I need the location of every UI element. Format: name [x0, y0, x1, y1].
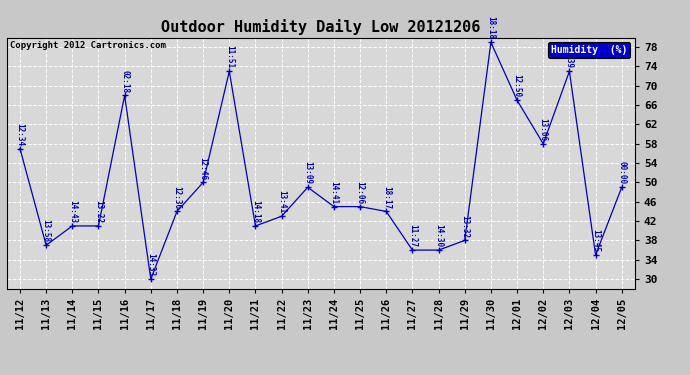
Text: 11:27: 11:27 — [408, 224, 417, 248]
Text: 13:06: 13:06 — [539, 118, 548, 141]
Text: 00:00: 00:00 — [618, 161, 627, 184]
Text: 12:46: 12:46 — [199, 156, 208, 180]
Text: 13:22: 13:22 — [94, 200, 103, 223]
Text: 12:34: 12:34 — [15, 123, 24, 146]
Text: 13:32: 13:32 — [460, 214, 469, 238]
Text: 02:18: 02:18 — [120, 70, 129, 93]
Text: 13:41: 13:41 — [277, 190, 286, 213]
Text: 14:30: 14:30 — [434, 224, 443, 248]
Text: 18:18: 18:18 — [486, 16, 495, 39]
Text: 14:18: 14:18 — [251, 200, 260, 223]
Text: 12:06: 12:06 — [355, 181, 364, 204]
Text: 14:33: 14:33 — [146, 253, 155, 276]
Text: 11:51: 11:51 — [225, 45, 234, 69]
Text: 12:36: 12:36 — [172, 186, 181, 209]
Text: 18:17: 18:17 — [382, 186, 391, 209]
Text: 13:45: 13:45 — [591, 229, 600, 252]
Text: 12:50: 12:50 — [513, 74, 522, 98]
Text: Copyright 2012 Cartronics.com: Copyright 2012 Cartronics.com — [10, 41, 166, 50]
Text: 13:09: 13:09 — [304, 161, 313, 184]
Text: 14:43: 14:43 — [68, 200, 77, 223]
Text: 23:39: 23:39 — [565, 45, 574, 69]
Text: 14:41: 14:41 — [329, 181, 338, 204]
Text: 13:58: 13:58 — [41, 219, 50, 243]
Title: Outdoor Humidity Daily Low 20121206: Outdoor Humidity Daily Low 20121206 — [161, 19, 480, 35]
Legend: Humidity  (%): Humidity (%) — [548, 42, 630, 58]
